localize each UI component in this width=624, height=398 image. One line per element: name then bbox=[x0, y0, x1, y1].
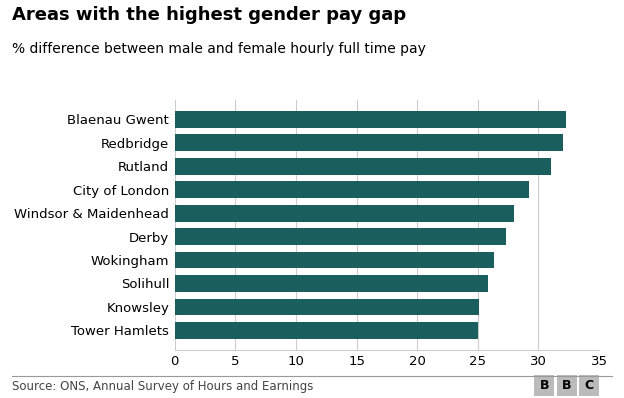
Text: B: B bbox=[539, 379, 549, 392]
Bar bbox=[175, 158, 550, 175]
Bar bbox=[175, 275, 487, 292]
Text: Source: ONS, Annual Survey of Hours and Earnings: Source: ONS, Annual Survey of Hours and … bbox=[12, 380, 314, 393]
Bar bbox=[175, 322, 478, 339]
Bar bbox=[175, 205, 514, 222]
Bar bbox=[175, 298, 479, 315]
Text: % difference between male and female hourly full time pay: % difference between male and female hou… bbox=[12, 42, 426, 56]
Bar bbox=[175, 181, 529, 198]
Bar bbox=[175, 135, 563, 151]
Text: C: C bbox=[585, 379, 593, 392]
Text: B: B bbox=[562, 379, 572, 392]
Text: Areas with the highest gender pay gap: Areas with the highest gender pay gap bbox=[12, 6, 407, 24]
Bar bbox=[175, 228, 505, 245]
Bar bbox=[175, 111, 567, 128]
Bar bbox=[175, 252, 494, 269]
